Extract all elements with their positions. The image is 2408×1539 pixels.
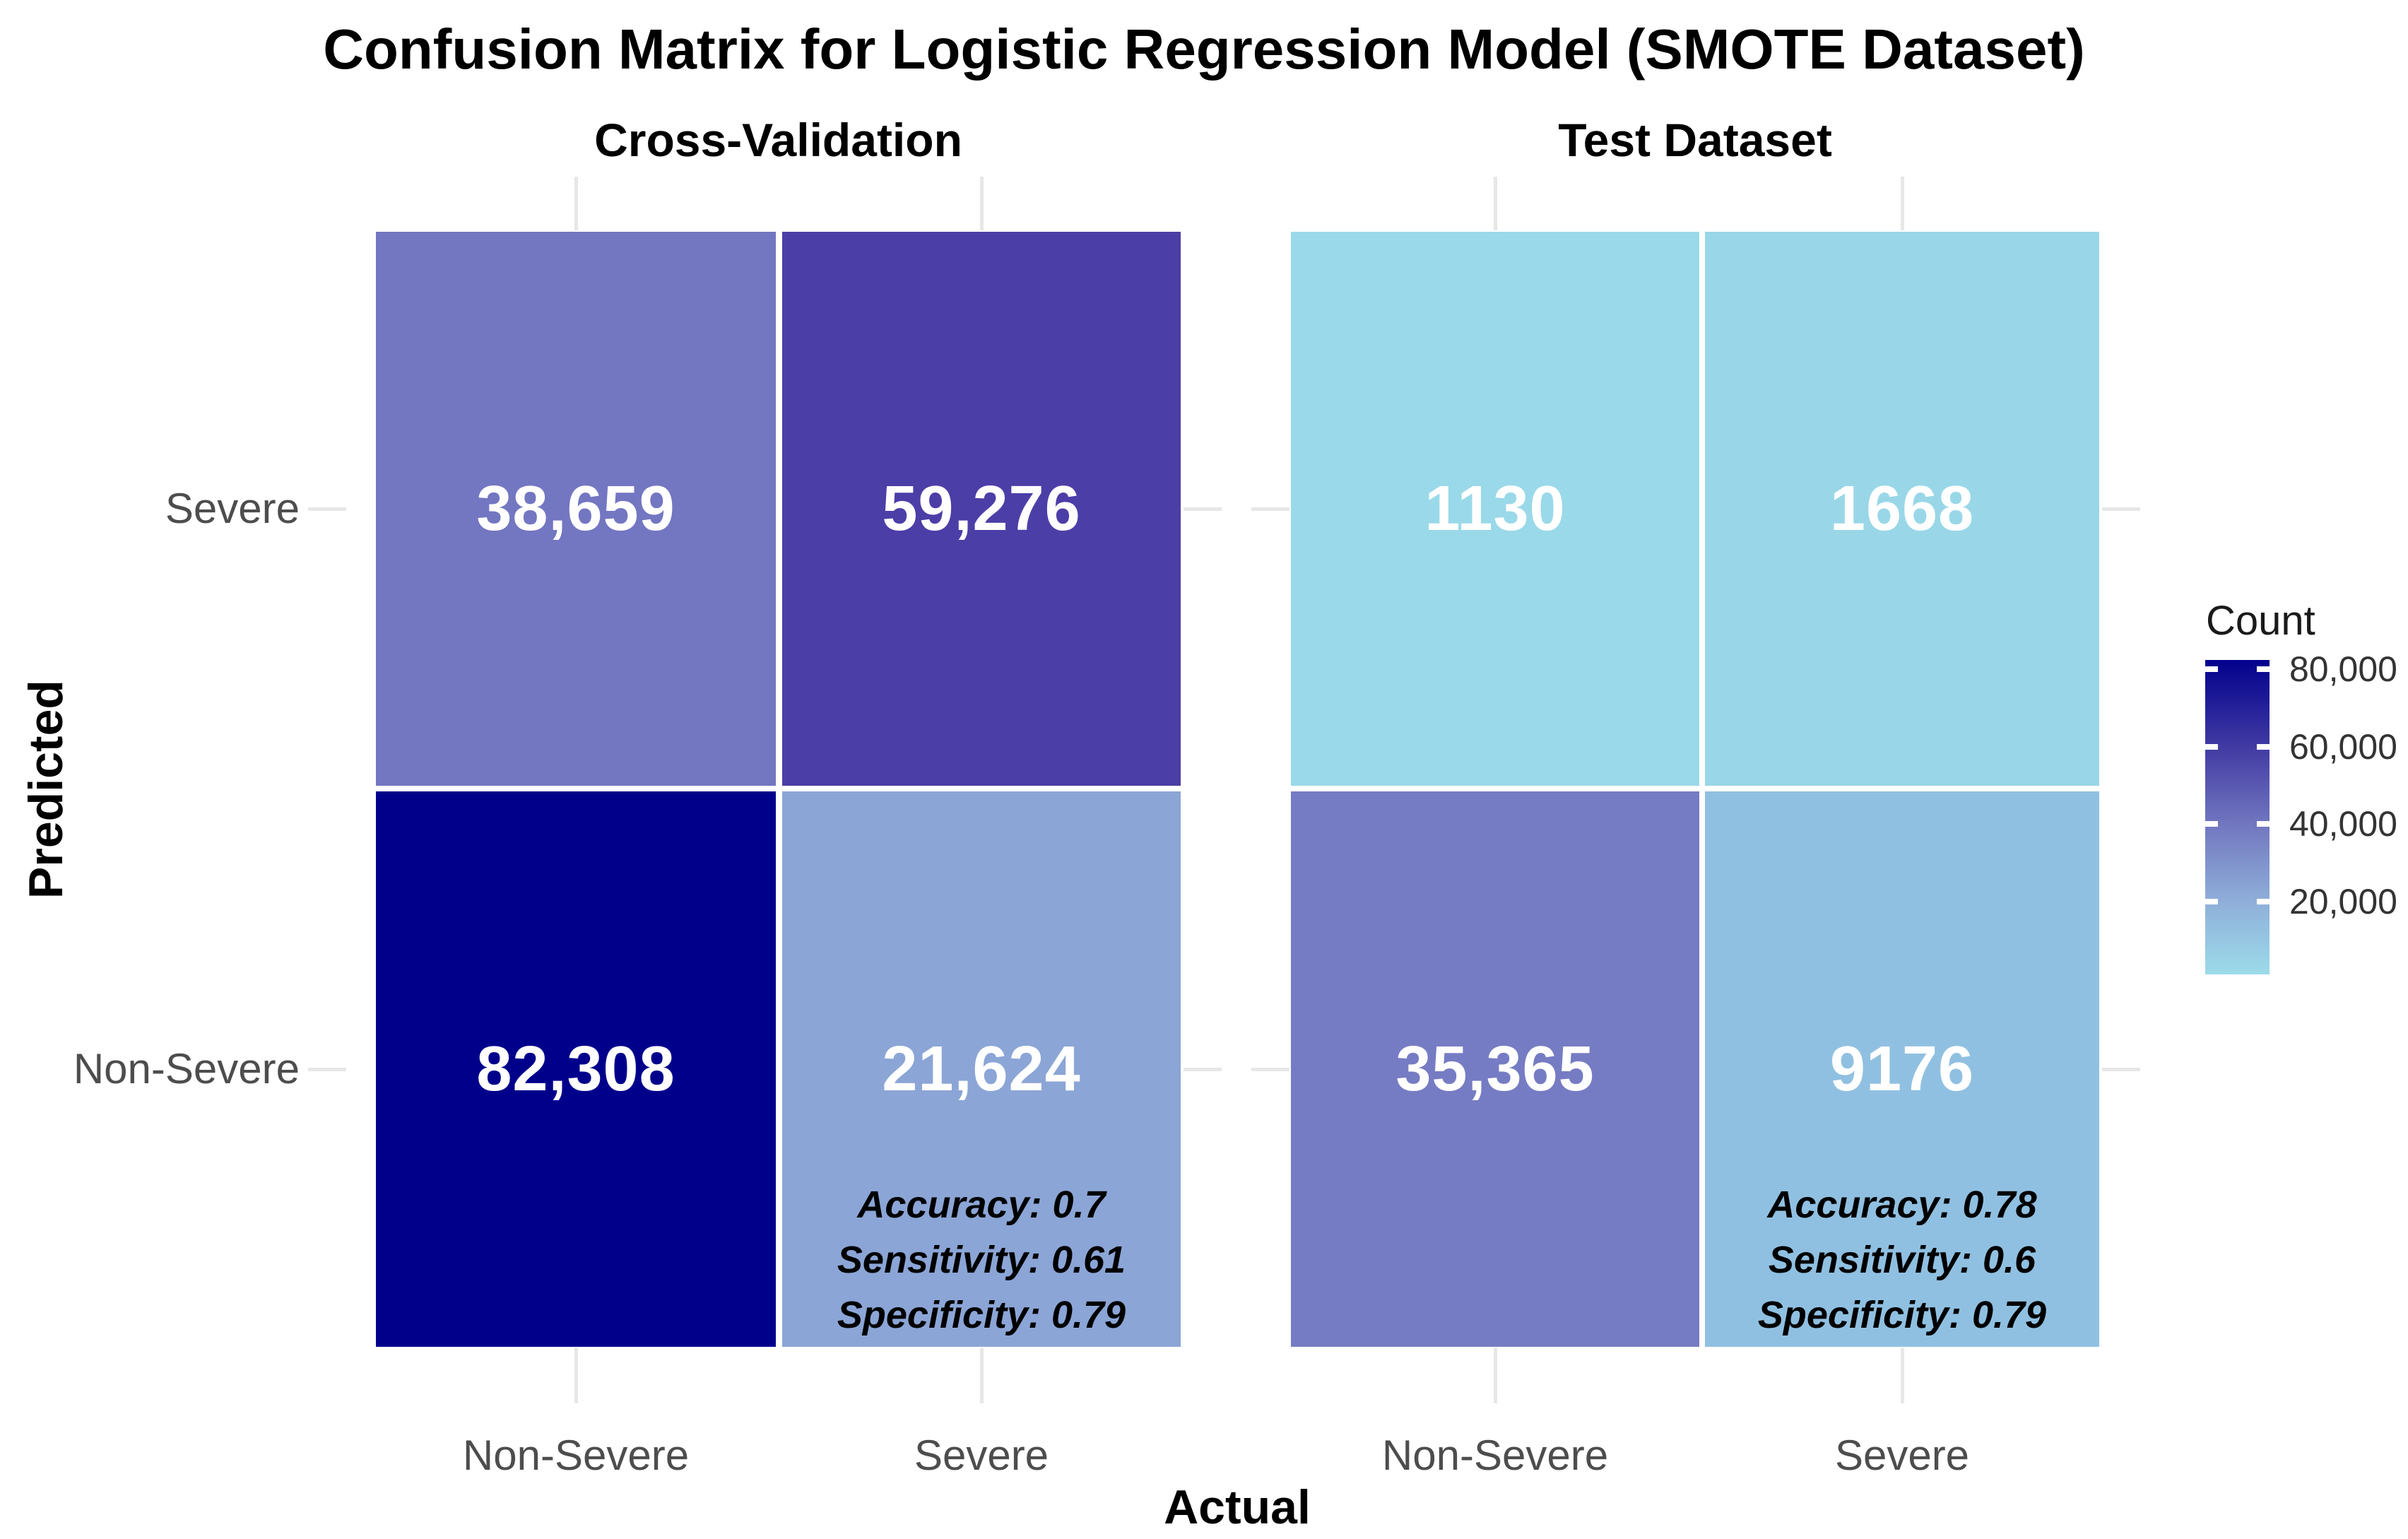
legend-label-20000: 20,000 xyxy=(2289,882,2397,921)
legend-tick-mark xyxy=(2205,899,2218,904)
legend-label-80000: 80,000 xyxy=(2289,649,2397,689)
legend-tick-mark xyxy=(2257,666,2270,672)
cell-count-label: 38,659 xyxy=(476,473,675,544)
gridline-stub xyxy=(1901,177,1904,230)
legend-tick-mark xyxy=(2257,744,2270,750)
legend-tick-mark xyxy=(2205,821,2218,827)
gridline-stub xyxy=(1901,1348,1904,1403)
legend-tick-mark xyxy=(2257,899,2270,904)
gridline-stub xyxy=(308,1068,346,1071)
gridline-stub xyxy=(308,507,346,511)
gridline-stub xyxy=(1251,1068,1289,1071)
legend-tick-mark xyxy=(2205,744,2218,750)
x-tick-test-severe: Severe xyxy=(1834,1432,1970,1479)
metric-sensitivity: Sensitivity: 0.6 xyxy=(1768,1239,2036,1281)
cell-cv-predicted-severe-actual-nonsevere: 38,659 xyxy=(376,232,776,786)
gridline-stub xyxy=(1494,177,1497,230)
gridline-stub xyxy=(574,1348,578,1403)
metric-specificity: Specificity: 0.79 xyxy=(837,1294,1126,1336)
x-tick-cv-severe: Severe xyxy=(914,1432,1049,1479)
metric-accuracy: Accuracy: 0.78 xyxy=(1767,1184,2037,1226)
gridline-stub xyxy=(1494,1348,1497,1403)
y-axis-title: Predicted xyxy=(19,680,73,899)
cell-cv-predicted-nonsevere-actual-nonsevere: 82,308 xyxy=(376,791,776,1347)
legend-label-40000: 40,000 xyxy=(2289,804,2397,844)
facet-title-test-dataset: Test Dataset xyxy=(1558,114,1832,166)
metric-specificity: Specificity: 0.79 xyxy=(1757,1294,2047,1336)
x-axis-title: Actual xyxy=(1164,1480,1311,1534)
metric-sensitivity: Sensitivity: 0.61 xyxy=(837,1239,1126,1281)
cell-count-label: 1130 xyxy=(1424,473,1566,544)
cell-count-label: 59,276 xyxy=(882,473,1081,544)
metric-accuracy: Accuracy: 0.7 xyxy=(857,1184,1106,1226)
gridline-stub xyxy=(1251,507,1289,511)
cv-metrics-annotation: Accuracy: 0.7 Sensitivity: 0.61 Specific… xyxy=(782,1177,1181,1343)
cell-count-label: 9176 xyxy=(1829,1033,1975,1104)
y-tick-severe: Severe xyxy=(165,485,300,532)
cell-test-predicted-nonsevere-actual-severe: 9176 Accuracy: 0.78 Sensitivity: 0.6 Spe… xyxy=(1705,791,2099,1347)
gridline-stub xyxy=(980,1348,984,1403)
cell-cv-predicted-severe-actual-severe: 59,276 xyxy=(782,232,1181,786)
cell-test-predicted-severe-actual-severe: 1668 xyxy=(1705,232,2099,786)
gridline-stub xyxy=(2102,507,2140,511)
gridline-stub xyxy=(980,177,984,230)
cell-count-label: 21,624 xyxy=(882,1033,1081,1104)
cell-test-predicted-nonsevere-actual-nonsevere: 35,365 xyxy=(1291,791,1699,1347)
cell-count-label: 82,308 xyxy=(476,1033,675,1104)
cell-count-label: 35,365 xyxy=(1395,1033,1595,1104)
gridline-stub xyxy=(1184,507,1222,511)
gridline-stub xyxy=(1184,1068,1222,1071)
legend-gradient-bar xyxy=(2205,660,2270,974)
legend-title: Count xyxy=(2206,598,2315,644)
gridline-stub xyxy=(574,177,578,230)
test-metrics-annotation: Accuracy: 0.78 Sensitivity: 0.6 Specific… xyxy=(1705,1177,2099,1343)
legend-tick-mark xyxy=(2205,666,2218,672)
x-tick-test-nonsevere: Non-Severe xyxy=(1381,1432,1609,1479)
facet-title-cross-validation: Cross-Validation xyxy=(594,114,962,166)
cell-cv-predicted-nonsevere-actual-severe: 21,624 Accuracy: 0.7 Sensitivity: 0.61 S… xyxy=(782,791,1181,1347)
legend-label-60000: 60,000 xyxy=(2289,727,2397,767)
cell-test-predicted-severe-actual-nonsevere: 1130 xyxy=(1291,232,1699,786)
y-tick-nonsevere: Non-Severe xyxy=(73,1045,300,1092)
gridline-stub xyxy=(2102,1068,2140,1071)
legend-tick-mark xyxy=(2257,821,2270,827)
cell-count-label: 1668 xyxy=(1829,473,1975,544)
x-tick-cv-nonsevere: Non-Severe xyxy=(462,1432,690,1479)
page-title: Confusion Matrix for Logistic Regression… xyxy=(323,18,2085,81)
